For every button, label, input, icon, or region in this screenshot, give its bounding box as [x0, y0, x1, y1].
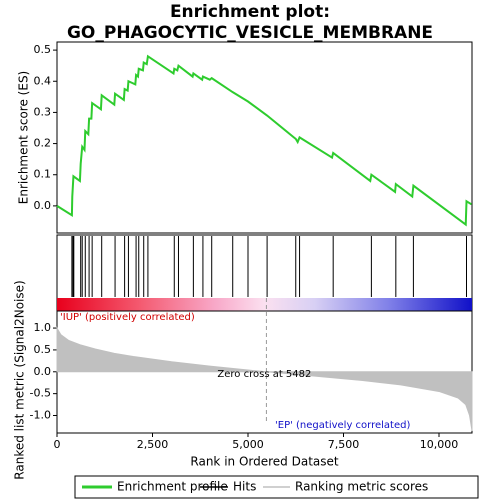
legend-label: Hits — [233, 480, 256, 494]
y-axis-label: Ranked list metric (Signal2Noise) — [13, 280, 27, 479]
x-tick-label: 5,000 — [232, 438, 264, 451]
y-tick-label: -0.5 — [30, 387, 51, 400]
legend-label: Enrichment profile — [117, 480, 228, 494]
y-tick-label: 0.3 — [34, 105, 52, 118]
y-axis-label: Enrichment score (ES) — [17, 71, 31, 204]
title-line-2: GO_PHAGOCYTIC_VESICLE_MEMBRANE — [67, 23, 433, 43]
x-tick-label: 7,500 — [328, 438, 360, 451]
positive-label: 'IUP' (positively correlated) — [60, 312, 195, 323]
negative-label: 'EP' (negatively correlated) — [275, 420, 410, 431]
y-tick-label: 0.5 — [34, 43, 52, 56]
y-tick-label: 1.0 — [34, 321, 52, 334]
title-line-1: Enrichment plot: — [170, 2, 330, 22]
enrichment-profile — [56, 54, 472, 227]
x-tick-label: 2,500 — [137, 438, 169, 451]
y-tick-label: 0.0 — [34, 365, 52, 378]
legend: Enrichment profile Hits Ranking metric s… — [74, 475, 479, 499]
es-panel-frame — [56, 41, 473, 234]
y-tick-label: 0.1 — [34, 168, 52, 181]
y-tick-label: 0.0 — [34, 199, 52, 212]
y-tick-label: 0.4 — [34, 74, 52, 87]
y-tick-label: 0.5 — [34, 343, 52, 356]
x-axis-label: Rank in Ordered Dataset — [190, 455, 338, 469]
legend-label: Ranking metric scores — [295, 480, 428, 494]
y-tick-label: 0.2 — [34, 137, 52, 150]
y-tick-label: -1.0 — [30, 409, 51, 422]
zero-cross-label: Zero cross at 5482 — [217, 369, 311, 380]
x-tick-label: 0 — [54, 438, 61, 451]
x-tick-label: 10,000 — [420, 438, 459, 451]
rank-color-bar — [57, 298, 472, 311]
